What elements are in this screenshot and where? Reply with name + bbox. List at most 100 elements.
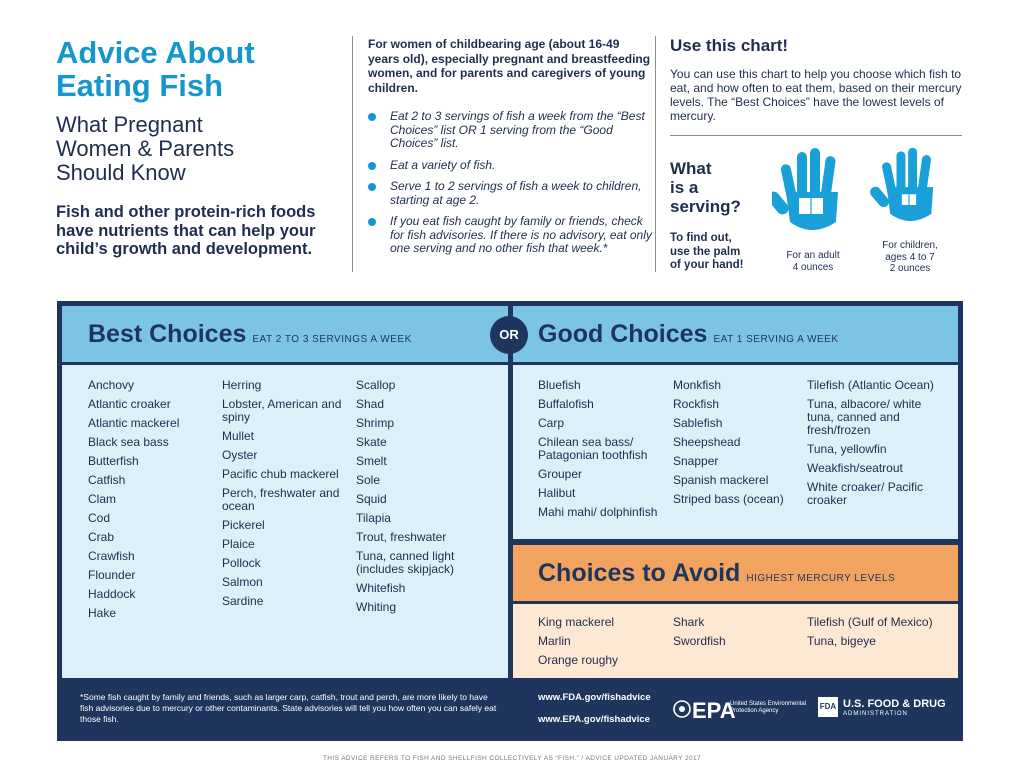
fish-item: Smelt [356, 454, 387, 468]
fish-item: Whitefish [356, 581, 406, 595]
use-chart-text: You can use this chart to help you choos… [670, 67, 962, 123]
fish-item: Trout, freshwater [356, 530, 447, 544]
subtitle-line-2: Women & Parents [56, 136, 235, 161]
fish-item: Shad [356, 397, 385, 411]
find-out-line: use the palm [670, 245, 741, 258]
column-divider-1 [352, 36, 353, 272]
fish-item: Monkfish [673, 378, 722, 392]
fish-item: Crab [88, 530, 115, 544]
fda-logo: FDA [818, 697, 838, 717]
advice-bullet-text: Serve 1 to 2 servings of fish a week to … [390, 179, 642, 207]
bullet-dot-icon [368, 161, 376, 170]
child-hand-icon [870, 147, 934, 222]
fish-item: Sheepshead [673, 435, 741, 449]
use-chart-title: Use this chart! [670, 36, 789, 55]
best-column-3: Scallop Shad Shrimp Skate Smelt Sole Squ… [356, 379, 481, 620]
title-line-2: Eating Fish [56, 68, 224, 103]
best-choices-subtitle: EAT 2 TO 3 SERVINGS A WEEK [252, 334, 412, 345]
fish-item: Herring [222, 378, 262, 392]
column-divider-2 [655, 36, 656, 272]
fish-item: Atlantic mackerel [88, 416, 180, 430]
fish-item: Mahi mahi/ dolphinfish [538, 505, 658, 519]
fish-item: Perch, freshwater and ocean [222, 486, 340, 513]
page-title: Advice About Eating Fish [56, 36, 255, 102]
serving-question-line: is a [670, 178, 699, 197]
fish-item: Butterfish [88, 454, 139, 468]
fish-item: Oyster [222, 448, 258, 462]
avoid-title: Choices to Avoid [538, 559, 741, 587]
fda-name: U.S. FOOD & DRUG [843, 698, 946, 710]
epa-url-link[interactable]: www.EPA.gov/fishadvice [538, 714, 650, 725]
epa-logo: EPA [692, 698, 736, 723]
adult-label: For an adult [786, 250, 840, 261]
fish-item: Tuna, bigeye [807, 634, 876, 648]
advice-bullet: Serve 1 to 2 servings of fish a week to … [368, 179, 658, 207]
good-choices-header: Good Choices EAT 1 SERVING A WEEK [513, 306, 958, 362]
best-choices-list: Anchovy Atlantic croaker Atlantic macker… [62, 365, 508, 678]
fish-item: Orange roughy [538, 653, 619, 667]
fish-item: Tilefish (Atlantic Ocean) [807, 378, 934, 392]
bottom-note: THIS ADVICE REFERS TO FISH AND SHELLFISH… [322, 755, 702, 762]
advice-bullets: Eat 2 to 3 servings of fish a week from … [368, 109, 658, 264]
fish-item: Mullet [222, 429, 255, 443]
adult-serving-caption: For an adult 4 ounces [772, 250, 854, 273]
bullet-dot-icon [368, 113, 376, 121]
audience-text: For women of childbearing age (about 16-… [368, 37, 651, 95]
intro-text: Fish and other protein-rich foods have n… [56, 203, 316, 258]
fish-item: Halibut [538, 486, 576, 500]
subtitle-line-3: Should Know [56, 160, 186, 185]
title-line-1: Advice About [56, 35, 255, 70]
good-column-1: Bluefish Buffalofish Carp Chilean sea ba… [538, 379, 666, 525]
fish-item: Carp [538, 416, 565, 430]
serving-question-line: What [670, 159, 712, 178]
fish-item: Crawfish [88, 549, 135, 563]
fish-item: Snapper [673, 454, 719, 468]
fish-item: Hake [88, 606, 117, 620]
fda-url-link[interactable]: www.FDA.gov/fishadvice [538, 692, 651, 703]
fish-item: Weakfish/seatrout [807, 461, 903, 475]
fish-item: White croaker/ Pacific croaker [807, 480, 924, 507]
fish-item: Plaice [222, 537, 255, 551]
fish-item: Squid [356, 492, 387, 506]
find-out-line: of your hand! [670, 259, 744, 271]
fish-item: Chilean sea bass/ Patagonian toothfish [538, 435, 648, 462]
good-column-2: Monkfish Rockfish Sablefish Sheepshead S… [673, 379, 801, 512]
child-amount: 2 ounces [889, 263, 931, 274]
fda-administration: ADMINISTRATION [843, 711, 908, 717]
bullet-dot-icon [368, 218, 376, 226]
good-choices-title: Good Choices [538, 320, 708, 348]
fish-item: Scallop [356, 378, 396, 392]
avoid-column-1: King mackerel Marlin Orange roughy [538, 616, 666, 673]
advice-bullet: If you eat fish caught by family or frie… [368, 214, 658, 256]
fish-item: Flounder [88, 568, 136, 582]
epa-agency-text: United States Environmental Protection A… [730, 701, 807, 714]
avoid-subtitle: HIGHEST MERCURY LEVELS [746, 573, 896, 584]
find-out-text: To find out, use the palm of your hand! [670, 232, 743, 273]
fish-item: Tilapia [356, 511, 391, 525]
fish-item: Salmon [222, 575, 263, 589]
fish-item: Black sea bass [88, 435, 169, 449]
fish-item: Atlantic croaker [88, 397, 171, 411]
fish-item: Pollock [222, 556, 261, 570]
or-badge: OR [490, 316, 528, 354]
bullet-dot-icon [368, 183, 376, 191]
fish-item: Pacific chub mackerel [222, 467, 339, 481]
fish-item: Pickerel [222, 518, 265, 532]
advice-bullet: Eat a variety of fish. [368, 158, 658, 173]
fish-item: Grouper [538, 467, 583, 481]
fish-item: Sole [356, 473, 381, 487]
child-serving-caption: For children, ages 4 to 7 2 ounces [866, 240, 954, 275]
choices-to-avoid-header: Choices to Avoid HIGHEST MERCURY LEVELS [513, 545, 958, 601]
child-label-line: ages 4 to 7 [885, 251, 935, 263]
find-out-line: To find out, [670, 232, 732, 244]
page-subtitle: What Pregnant Women & Parents Should Kno… [56, 113, 234, 185]
fish-item: Skate [356, 435, 387, 449]
fish-item: Tuna, canned light (includes skipjack) [356, 549, 455, 576]
good-choices-list: Bluefish Buffalofish Carp Chilean sea ba… [513, 365, 958, 539]
footnote: *Some fish caught by family and friends,… [80, 692, 497, 724]
fish-item: Marlin [538, 634, 571, 648]
child-label-line: For children, [882, 240, 938, 251]
epa-flower-icon [673, 700, 691, 718]
fish-item: Clam [88, 492, 117, 506]
fish-item: Catfish [88, 473, 126, 487]
